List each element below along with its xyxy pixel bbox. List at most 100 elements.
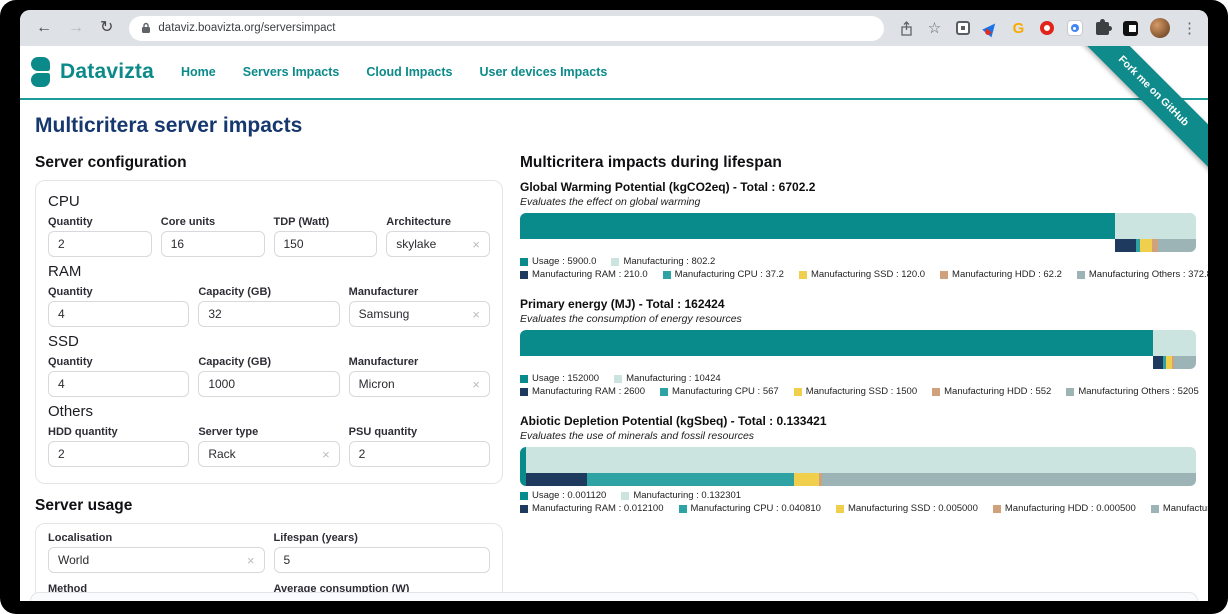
field-label: Quantity <box>48 216 93 228</box>
bar-segment-manufacturing-ram <box>1152 356 1164 369</box>
usage-lifespan-years-input-wrap[interactable] <box>273 547 490 573</box>
cpu-architecture-select[interactable]: skylake × <box>386 231 490 257</box>
legend-swatch <box>660 387 669 396</box>
ram-quantity-input[interactable] <box>58 307 180 321</box>
extension-window-icon[interactable] <box>1122 20 1139 37</box>
clear-icon[interactable]: × <box>472 376 480 392</box>
cpu-core-units-input[interactable] <box>170 237 255 251</box>
bar-row-primary <box>520 330 1196 356</box>
field-label: Architecture <box>386 216 452 228</box>
extension-rocket-icon[interactable] <box>981 19 1000 37</box>
ssd-capacity-gb-input-wrap[interactable] <box>198 371 340 397</box>
others-hdd-quantity-input[interactable] <box>58 447 180 461</box>
legend-entry-manufacturing-cpu: Manufacturing CPU : 567 <box>660 386 779 397</box>
clear-icon[interactable]: × <box>246 552 255 568</box>
legend-label: Manufacturing Others : 5205 <box>1078 386 1199 397</box>
nav-link-servers-impacts[interactable]: Servers Impacts <box>242 65 340 79</box>
legend-label: Manufacturing SSD : 120.0 <box>810 269 926 280</box>
select-value: Rack <box>208 447 236 461</box>
legend-label: Manufacturing : 10424 <box>626 373 721 384</box>
bar-breakdown-offset <box>520 239 1115 252</box>
legend-entry-manufacturing-ssd: Manufacturing SSD : 1500 <box>793 386 917 397</box>
legend-swatch <box>932 387 941 396</box>
extension-orange-icon[interactable]: G <box>1012 19 1025 37</box>
usage-localisation-field: Localisation World × <box>48 530 265 573</box>
cpu-quantity-input[interactable] <box>58 237 142 251</box>
clear-icon[interactable]: × <box>472 306 480 322</box>
chart-title: Global Warming Potential (kgCO2eq) - Tot… <box>520 180 816 194</box>
ssd-capacity-gb-input[interactable] <box>208 377 330 391</box>
browser-menu-icon[interactable]: ⋮ <box>1182 20 1197 37</box>
cpu-core-units-input-wrap[interactable] <box>160 231 265 257</box>
legend-entry-manufacturing: Manufacturing : 802.2 <box>611 256 715 267</box>
ssd-manufacturer-select[interactable]: Micron × <box>348 371 490 397</box>
legend-entry-manufacturing: Manufacturing : 10424 <box>614 373 721 384</box>
profile-avatar[interactable] <box>1150 18 1170 38</box>
extension-puzzle-icon[interactable] <box>1094 18 1112 37</box>
legend-primary: Usage : 5900.0 Manufacturing : 802.2 <box>520 256 1196 267</box>
others-psu-quantity-input[interactable] <box>358 447 480 461</box>
forward-icon[interactable]: → <box>68 19 84 36</box>
select-value: World <box>58 553 90 567</box>
legend-label: Manufacturing CPU : 567 <box>672 386 779 397</box>
field-label: TDP (Watt) <box>273 216 330 228</box>
legend-swatch <box>662 270 671 279</box>
clear-icon[interactable]: × <box>472 236 480 252</box>
cpu-tdp-watt-field: TDP (Watt) <box>273 214 378 257</box>
ram-quantity-input-wrap[interactable] <box>48 301 190 327</box>
bar-segment-manufacturing <box>1152 330 1196 356</box>
legend-entry-manufacturing-ram: Manufacturing RAM : 210.0 <box>520 269 648 280</box>
ssd-quantity-input[interactable] <box>58 377 180 391</box>
chart-title: Primary energy (MJ) - Total : 162424 <box>520 297 725 311</box>
others-psu-quantity-input-wrap[interactable] <box>348 441 490 467</box>
ssd-quantity-input-wrap[interactable] <box>48 371 190 397</box>
extension-shield-icon[interactable] <box>954 20 971 37</box>
others-server-type-select[interactable]: Rack × <box>198 441 340 467</box>
bar-breakdown-offset <box>520 356 1153 369</box>
legend-swatch <box>678 504 687 513</box>
impacts-column: Multicritera impacts during lifespan Glo… <box>520 152 1208 531</box>
usage-lifespan-years-input[interactable] <box>283 553 480 567</box>
legend-swatch <box>520 387 528 396</box>
back-icon[interactable]: ← <box>36 19 52 36</box>
ram-capacity-gb-input[interactable] <box>208 307 330 321</box>
cpu-quantity-input-wrap[interactable] <box>48 231 152 257</box>
others-hdd-quantity-input-wrap[interactable] <box>48 441 190 467</box>
legend-label: Manufacturing Others : 372.8 <box>1088 269 1208 280</box>
share-icon[interactable] <box>898 20 915 37</box>
impact-chart: Abiotic Depletion Potential (kgSbeq) - T… <box>520 414 1208 514</box>
legend-label: Manufacturing CPU : 37.2 <box>674 269 784 280</box>
clear-icon[interactable]: × <box>322 446 330 462</box>
select-value: skylake <box>396 237 437 251</box>
usage-localisation-select[interactable]: World × <box>48 547 265 573</box>
field-label: Capacity (GB) <box>198 356 272 368</box>
cpu-tdp-watt-input[interactable] <box>283 237 368 251</box>
bar-row-breakdown <box>520 473 1196 486</box>
legend-swatch <box>1076 270 1085 279</box>
legend-swatch <box>1066 387 1075 396</box>
bar-row-primary <box>520 213 1196 239</box>
address-bar[interactable]: dataviz.boavizta.org/serversimpact <box>129 15 884 41</box>
legend-entry-manufacturing-hdd: Manufacturing HDD : 0.000500 <box>992 503 1136 514</box>
legend-entry-manufacturing-others: Manufacturing Others : 0.073891 <box>1150 503 1208 514</box>
extension-camera-icon[interactable] <box>1066 20 1083 37</box>
refresh-icon[interactable]: ↻ <box>100 19 114 36</box>
chart-subtitle: Evaluates the effect on global warming <box>520 196 701 208</box>
nav-link-user-devices-impacts[interactable]: User devices Impacts <box>479 65 608 79</box>
datavizta-logo[interactable]: Datavizta <box>31 57 154 87</box>
ram-capacity-gb-input-wrap[interactable] <box>198 301 340 327</box>
legend-entry-manufacturing-ram: Manufacturing RAM : 2600 <box>520 386 645 397</box>
cpu-tdp-watt-input-wrap[interactable] <box>273 231 378 257</box>
field-label: Core units <box>160 216 216 228</box>
footer-strip <box>30 592 1198 601</box>
ram-manufacturer-select[interactable]: Samsung × <box>348 301 490 327</box>
extension-red-ring-icon[interactable] <box>1038 20 1055 37</box>
stacked-bar <box>520 447 1196 486</box>
bookmark-star-icon[interactable]: ☆ <box>927 20 942 37</box>
chart-subtitle: Evaluates the consumption of energy reso… <box>520 313 742 325</box>
nav-link-home[interactable]: Home <box>181 65 216 79</box>
nav-link-cloud-impacts[interactable]: Cloud Impacts <box>366 65 453 79</box>
legend-swatch <box>621 491 630 500</box>
legend-swatch <box>798 270 807 279</box>
field-label: Capacity (GB) <box>198 286 272 298</box>
